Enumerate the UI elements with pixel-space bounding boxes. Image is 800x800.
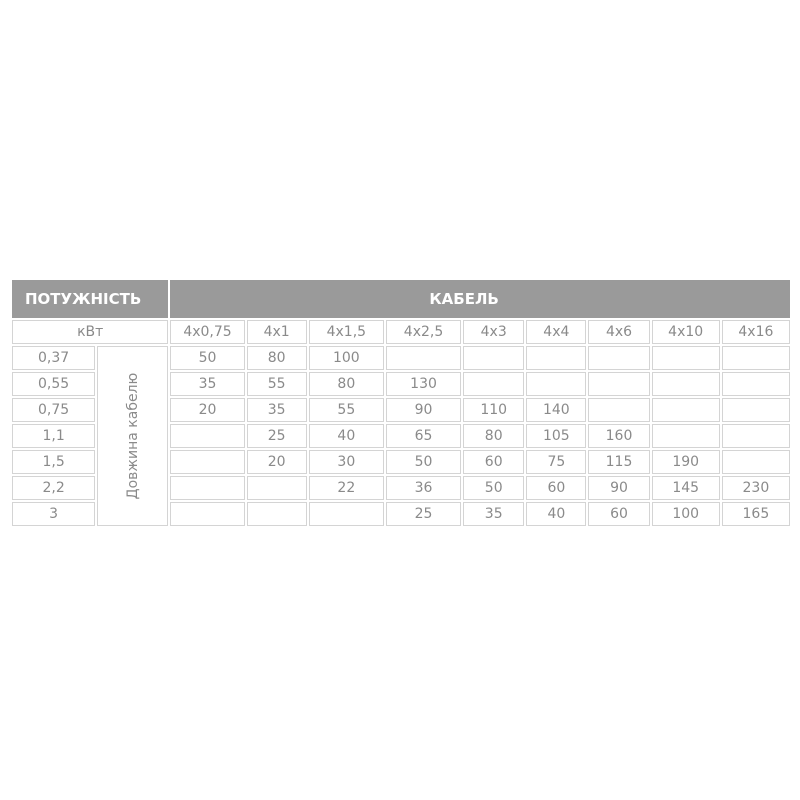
length-cell [170,424,245,448]
cable-section-header: 4x3 [463,320,525,344]
power-cell: 0,37 [12,346,96,370]
length-cell: 20 [170,398,245,422]
length-cell: 110 [463,398,525,422]
length-cell: 55 [308,398,384,422]
power-cell: 2,2 [12,476,96,500]
cable-section-header: 4x16 [721,320,790,344]
length-cell [721,398,790,422]
length-cell: 90 [588,476,650,500]
length-cell: 60 [526,476,587,500]
length-cell [463,372,525,396]
table-row: 1,5 20 30 50 60 75 115 190 [12,450,790,474]
length-cell: 160 [588,424,650,448]
length-cell: 140 [526,398,587,422]
length-cell: 105 [526,424,587,448]
length-cell: 165 [721,502,790,526]
table-row: 2,2 22 36 50 60 90 145 230 [12,476,790,500]
length-cell: 100 [308,346,384,370]
length-cell [651,398,720,422]
length-cell: 25 [246,424,307,448]
length-cell: 60 [588,502,650,526]
length-cell [721,450,790,474]
length-cell: 35 [463,502,525,526]
length-cell: 40 [308,424,384,448]
length-cell [721,424,790,448]
row-group-label-cell: Довжина кабелю [97,346,169,526]
length-cell [721,372,790,396]
length-cell [651,346,720,370]
length-cell: 20 [246,450,307,474]
table-row: 1,1 25 40 65 80 105 160 [12,424,790,448]
length-cell: 50 [385,450,462,474]
length-cell: 25 [385,502,462,526]
cable-section-header: 4x2,5 [385,320,462,344]
length-cell: 130 [385,372,462,396]
cable-length-table: ПОТУЖНІСТЬ КАБЕЛЬ кВт 4x0,75 4x1 4x1,5 4x2,… [10,278,792,528]
power-cell: 0,55 [12,372,96,396]
length-cell [526,346,587,370]
length-cell: 75 [526,450,587,474]
length-cell: 80 [308,372,384,396]
length-cell [651,424,720,448]
subheader-row: кВт 4x0,75 4x1 4x1,5 4x2,5 4x3 4x4 4x6 4x10 4x16 [12,320,790,344]
length-cell [588,398,650,422]
power-cell: 0,75 [12,398,96,422]
length-cell: 80 [463,424,525,448]
table-row: 0,75 20 35 55 90 110 140 [12,398,790,422]
cable-section-header: 4x1,5 [308,320,384,344]
length-cell [385,346,462,370]
length-cell: 50 [463,476,525,500]
cable-length-table-container: ПОТУЖНІСТЬ КАБЕЛЬ кВт 4x0,75 4x1 4x1,5 4x2,… [10,278,792,528]
cable-section-header: 4x10 [651,320,720,344]
length-cell: 55 [246,372,307,396]
length-cell: 36 [385,476,462,500]
cable-section-header: 4x6 [588,320,650,344]
length-cell: 65 [385,424,462,448]
power-header: ПОТУЖНІСТЬ [12,280,169,318]
length-cell: 60 [463,450,525,474]
length-cell: 30 [308,450,384,474]
length-cell: 35 [246,398,307,422]
length-cell [721,346,790,370]
length-cell: 22 [308,476,384,500]
table-row: 3 25 35 40 60 100 165 [12,502,790,526]
length-cell: 100 [651,502,720,526]
table-row: 0,55 35 55 80 130 [12,372,790,396]
length-cell: 50 [170,346,245,370]
length-cell [308,502,384,526]
cable-header: КАБЕЛЬ [170,280,790,318]
table-row: 0,37 Довжина кабелю 50 80 100 [12,346,790,526]
unit-label: кВт [12,320,169,344]
length-cell: 145 [651,476,720,500]
length-cell [246,502,307,526]
length-cell [588,346,650,370]
length-cell: 40 [526,502,587,526]
length-cell [170,450,245,474]
header-row: ПОТУЖНІСТЬ КАБЕЛЬ [12,280,790,318]
length-cell: 90 [385,398,462,422]
length-cell: 35 [170,372,245,396]
length-cell [651,372,720,396]
power-cell: 1,5 [12,450,96,474]
length-cell [588,372,650,396]
length-cell: 190 [651,450,720,474]
length-cell [526,372,587,396]
cable-section-header: 4x4 [526,320,587,344]
power-cell: 1,1 [12,424,96,448]
cable-section-header: 4x1 [246,320,307,344]
cable-section-header: 4x0,75 [170,320,245,344]
length-cell: 115 [588,450,650,474]
row-group-label: Довжина кабелю [124,372,141,500]
power-cell: 3 [12,502,96,526]
length-cell [463,346,525,370]
length-cell: 80 [246,346,307,370]
length-cell: 230 [721,476,790,500]
length-cell [170,476,245,500]
length-cell [170,502,245,526]
length-cell [246,476,307,500]
